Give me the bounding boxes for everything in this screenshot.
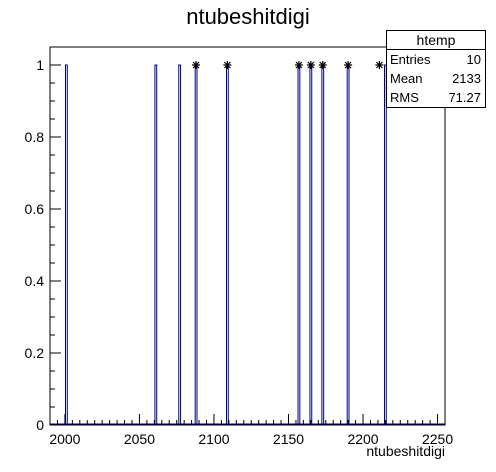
stats-row-mean: Mean 2133: [387, 69, 485, 88]
star-marker: [375, 61, 384, 69]
x-axis: 2000 2050 2100 2150 2200 2250: [49, 414, 453, 447]
y-tick-label: 1: [36, 57, 44, 73]
chart-title: ntubeshitdigi: [186, 4, 310, 29]
star-markers: [192, 61, 384, 69]
stats-value: 2133: [452, 71, 481, 86]
plot-frame: [49, 46, 446, 426]
y-axis: 0 0.2 0.4 0.6 0.8 1: [25, 46, 61, 433]
stats-label: Entries: [390, 52, 431, 67]
star-marker: [306, 61, 315, 69]
y-tick-label: 0: [36, 417, 44, 433]
stats-value: 10: [466, 52, 481, 67]
histogram-bar: [194, 64, 198, 424]
star-marker: [318, 61, 327, 69]
x-tick-label: 2150: [273, 431, 304, 447]
histogram-bars: [50, 64, 445, 425]
histogram-bar: [321, 64, 325, 424]
x-axis-label: ntubeshitdigi: [366, 443, 445, 459]
y-tick-label: 0.4: [25, 273, 45, 289]
histogram-bar: [383, 64, 387, 424]
histogram-bar: [346, 64, 350, 424]
stats-title: htemp: [387, 31, 485, 50]
x-tick-label: 2050: [124, 431, 155, 447]
stats-label: RMS: [390, 90, 419, 105]
histogram-bar: [309, 64, 313, 424]
histogram-bar: [154, 64, 158, 424]
histogram-bar: [297, 64, 301, 424]
stats-value: 71.27: [448, 90, 481, 105]
y-tick-label: 0.2: [25, 345, 45, 361]
x-tick-label: 2000: [49, 431, 80, 447]
histogram-bar: [225, 64, 229, 424]
y-tick-label: 0.6: [25, 201, 45, 217]
y-tick-label: 0.8: [25, 129, 45, 145]
star-marker: [192, 61, 201, 69]
x-tick-label: 2200: [347, 431, 378, 447]
stats-row-rms: RMS 71.27: [387, 88, 485, 107]
x-tick-label: 2100: [198, 431, 229, 447]
star-marker: [223, 61, 232, 69]
stats-box: htemp Entries 10 Mean 2133 RMS 71.27: [386, 30, 486, 108]
x-tick-label: 2250: [422, 431, 453, 447]
star-marker: [344, 61, 353, 69]
histogram-bar: [178, 64, 182, 424]
star-marker: [294, 61, 303, 69]
stats-row-entries: Entries 10: [387, 50, 485, 69]
histogram-bar: [65, 64, 68, 424]
stats-label: Mean: [390, 71, 423, 86]
